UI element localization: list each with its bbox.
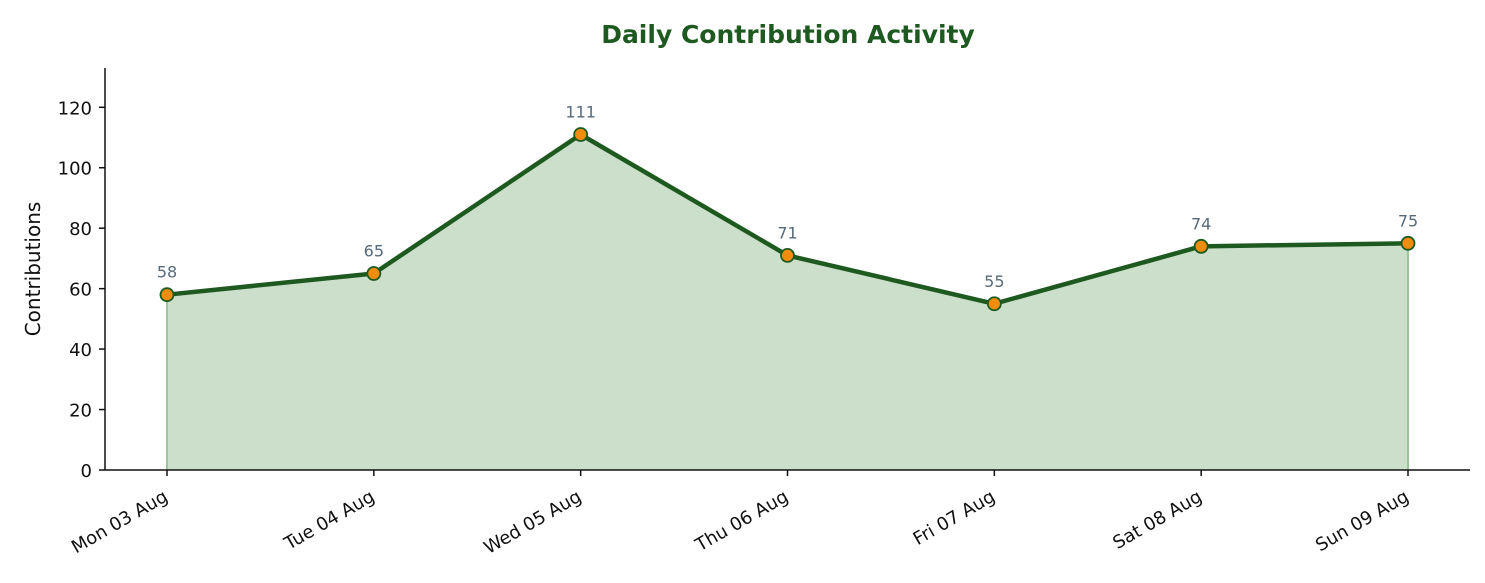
y-axis-label: Contributions <box>21 202 45 337</box>
data-point <box>986 296 1002 312</box>
data-label: 111 <box>565 102 596 121</box>
y-tick-label: 100 <box>58 159 92 180</box>
x-tick-label: Sat 08 Aug <box>1109 486 1205 554</box>
x-tick-label: Sun 09 Aug <box>1312 486 1412 556</box>
y-tick-label: 60 <box>69 280 92 301</box>
marker-layer <box>159 127 1416 312</box>
data-label: 74 <box>1191 214 1211 233</box>
data-label: 71 <box>777 223 797 242</box>
y-tick-label: 120 <box>58 98 92 119</box>
data-point <box>1193 238 1209 254</box>
x-tick-label: Mon 03 Aug <box>68 486 172 558</box>
data-point <box>780 247 795 263</box>
x-tick-label: Fri 07 Aug <box>910 486 999 550</box>
data-point <box>573 127 589 142</box>
data-label: 75 <box>1398 211 1418 230</box>
chart-title: Daily Contribution Activity <box>601 20 975 49</box>
area-layer <box>166 134 1409 470</box>
data-point <box>159 287 175 303</box>
label-layer: 58 65 111 71 55 74 75 <box>157 102 1418 290</box>
x-tick-label: Tue 04 Aug <box>280 486 378 555</box>
x-tick-label: Wed 05 Aug <box>480 486 585 559</box>
y-tick-label: 0 <box>81 461 92 482</box>
data-label: 55 <box>984 272 1004 291</box>
y-tick-label: 40 <box>69 340 92 361</box>
data-point <box>1400 235 1416 251</box>
data-point <box>366 266 382 281</box>
y-tick-label: 80 <box>69 219 92 240</box>
data-label: 58 <box>157 263 177 282</box>
area-fill <box>167 134 1408 470</box>
data-label: 65 <box>364 242 384 261</box>
y-tick-label: 20 <box>69 401 92 422</box>
x-tick-label: Thu 06 Aug <box>691 486 792 556</box>
